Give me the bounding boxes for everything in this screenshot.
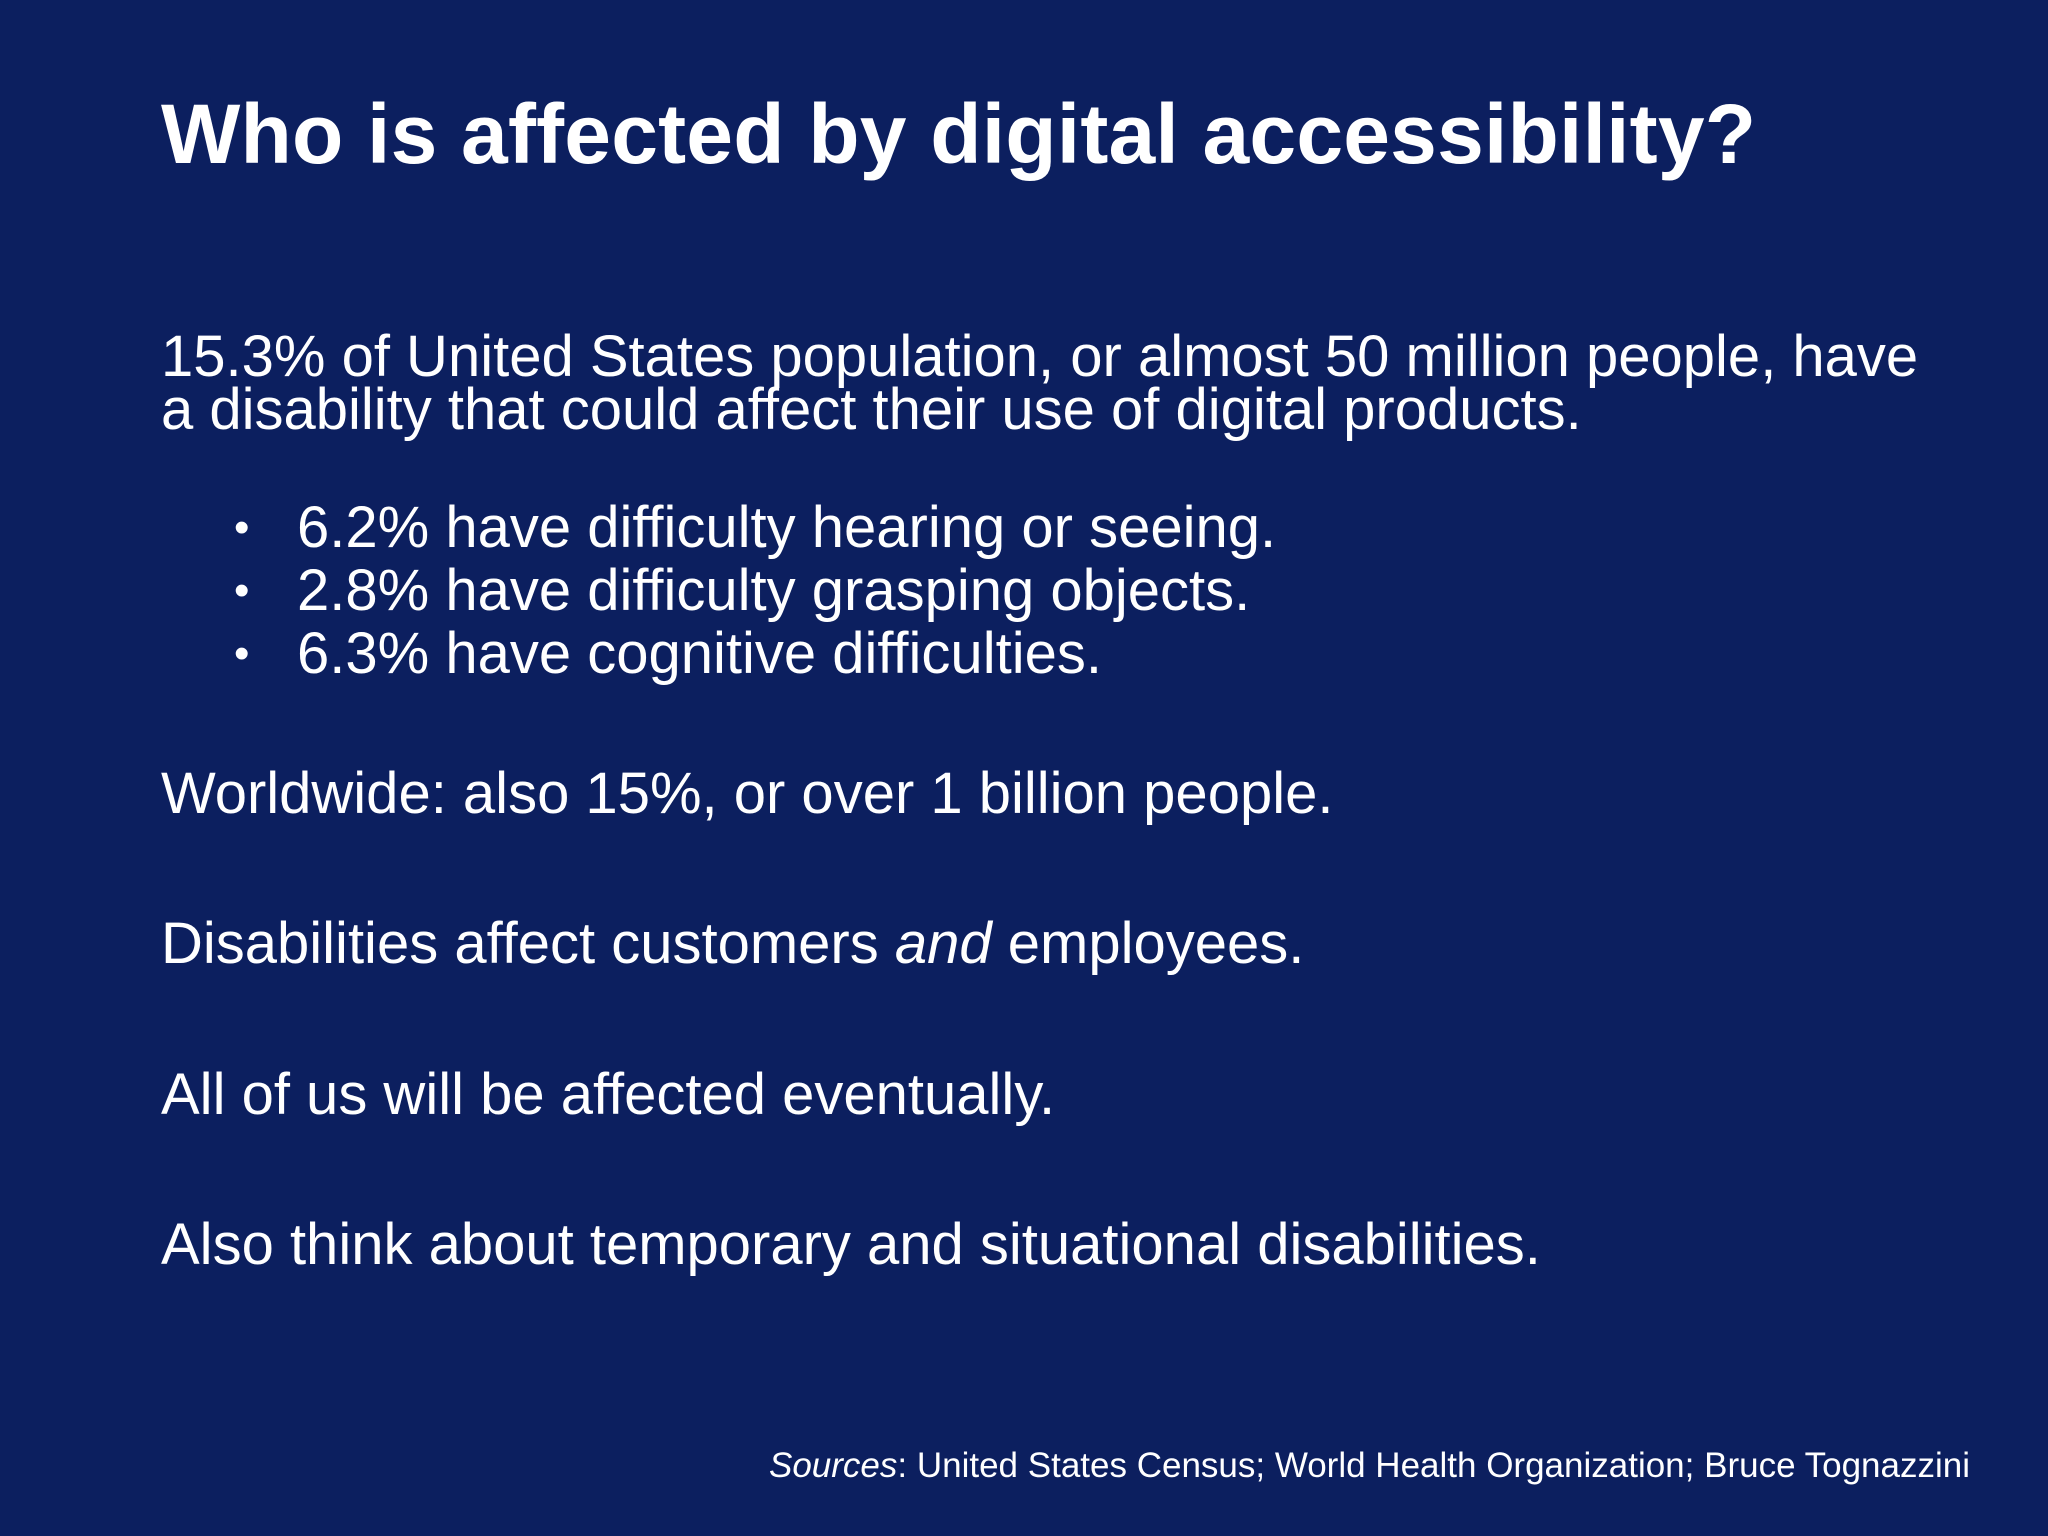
bullet-icon: •: [234, 566, 250, 616]
temporary-situational-statement: Also think about temporary and situation…: [161, 1212, 1541, 1277]
hearing-seeing-statistic: 6.2% have difficulty hearing or seeing.: [297, 495, 1277, 560]
customers-employees-statement: Disabilities affect customers and employ…: [161, 915, 1304, 973]
disability-statistics-list: • 6.2% have difficulty hearing or seeing…: [234, 496, 1276, 686]
list-item: • 6.2% have difficulty hearing or seeing…: [234, 496, 1276, 559]
sources-label: Sources: [769, 1446, 898, 1485]
customers-employees-text-before: Disabilities affect customers: [161, 911, 895, 976]
list-item: • 2.8% have difficulty grasping objects.: [234, 559, 1276, 622]
bullet-icon: •: [234, 503, 250, 552]
and-emphasis: and: [894, 911, 992, 976]
customers-employees-text-after: employees.: [991, 911, 1305, 976]
list-item: • 6.3% have cognitive difficulties.: [234, 622, 1276, 685]
bullet-icon: •: [234, 629, 250, 679]
slide-title: Who is affected by digital accessibility…: [161, 87, 1757, 181]
grasping-statistic: 2.8% have difficulty grasping objects.: [297, 558, 1251, 624]
cognitive-statistic: 6.3% have cognitive difficulties.: [297, 621, 1102, 687]
eventual-impact-statement: All of us will be affected eventually.: [161, 1062, 1056, 1127]
population-statement: 15.3% of United States population, or al…: [161, 324, 1919, 443]
sources-citation: Sources: United States Census; World Hea…: [769, 1448, 1970, 1483]
sources-text: : United States Census; World Health Org…: [897, 1446, 1970, 1485]
worldwide-statement: Worldwide: also 15%, or over 1 billion p…: [161, 761, 1334, 826]
